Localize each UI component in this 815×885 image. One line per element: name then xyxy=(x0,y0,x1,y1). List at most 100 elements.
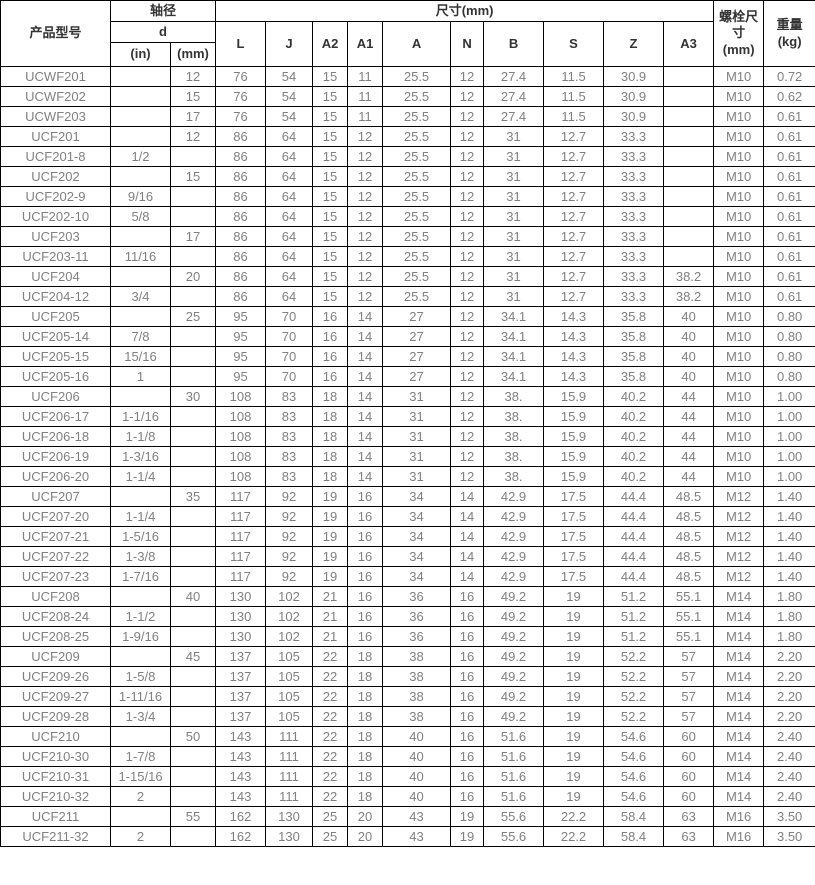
table-row: UCF206-17 1-1/16 108 83 18 14 31 12 38. 15.9 40.2 4… xyxy=(0,406,815,427)
cell-in: 1-11/16 xyxy=(110,686,171,707)
cell-A2: 15 xyxy=(312,86,349,107)
cell-A3: 55.1 xyxy=(663,626,715,647)
cell-model: UCF210-30 xyxy=(0,746,111,767)
cell-A3 xyxy=(663,86,715,107)
table-row: UCF205 25 95 70 16 14 27 12 34.1 14.3 35.8 40 M10 0.8… xyxy=(0,306,815,327)
cell-B: 49.2 xyxy=(483,586,545,607)
cell-mm xyxy=(169,666,217,687)
table-row: UCF211-32 2 162 130 25 20 43 19 55.6 22.2 58.4 63 M1… xyxy=(0,826,815,847)
header-dim-B: B xyxy=(483,21,545,67)
cell-bolt: M12 xyxy=(713,486,765,507)
cell-A2: 15 xyxy=(312,126,349,147)
cell-mm xyxy=(169,346,217,367)
cell-Z: 33.3 xyxy=(603,226,665,247)
cell-A1: 12 xyxy=(347,206,384,227)
cell-A: 36 xyxy=(382,626,452,647)
cell-A: 38 xyxy=(382,686,452,707)
cell-A: 34 xyxy=(382,546,452,567)
cell-weight: 0.61 xyxy=(763,166,815,187)
cell-J: 70 xyxy=(265,366,314,387)
cell-L: 86 xyxy=(215,266,267,287)
header-unit-mm: (mm) xyxy=(169,42,217,67)
cell-A2: 19 xyxy=(312,506,349,527)
cell-L: 108 xyxy=(215,406,267,427)
cell-B: 42.9 xyxy=(483,546,545,567)
cell-B: 51.6 xyxy=(483,786,545,807)
cell-weight: 1.00 xyxy=(763,466,815,487)
cell-A2: 22 xyxy=(312,706,349,727)
cell-J: 105 xyxy=(265,646,314,667)
cell-Z: 44.4 xyxy=(603,526,665,547)
cell-L: 86 xyxy=(215,286,267,307)
cell-mm xyxy=(169,466,217,487)
cell-J: 92 xyxy=(265,486,314,507)
cell-J: 70 xyxy=(265,326,314,347)
cell-in: 2 xyxy=(110,786,171,807)
cell-A3: 57 xyxy=(663,646,715,667)
cell-mm xyxy=(169,546,217,567)
cell-A: 31 xyxy=(382,406,452,427)
cell-model: UCF209-26 xyxy=(0,666,111,687)
cell-mm xyxy=(169,526,217,547)
table-row: UCF210-31 1-15/16 143 111 22 18 40 16 51.6 19 54.6… xyxy=(0,766,815,787)
cell-S: 15.9 xyxy=(543,386,605,407)
cell-A2: 15 xyxy=(312,66,349,87)
cell-in: 9/16 xyxy=(110,186,171,207)
cell-N: 16 xyxy=(450,726,485,747)
cell-bolt: M10 xyxy=(713,426,765,447)
cell-A: 25.5 xyxy=(382,86,452,107)
cell-Z: 35.8 xyxy=(603,326,665,347)
table-row: UCF205-15 15/16 95 70 16 14 27 12 34.1 14.3 35.8 40… xyxy=(0,346,815,367)
cell-S: 14.3 xyxy=(543,326,605,347)
cell-mm xyxy=(169,406,217,427)
cell-A3: 55.1 xyxy=(663,586,715,607)
cell-A2: 15 xyxy=(312,226,349,247)
cell-J: 64 xyxy=(265,266,314,287)
cell-in: 11/16 xyxy=(110,246,171,267)
cell-A3: 60 xyxy=(663,786,715,807)
cell-Z: 58.4 xyxy=(603,806,665,827)
cell-mm: 12 xyxy=(169,66,217,87)
table-row: UCF209-27 1-11/16 137 105 22 18 38 16 49.2 19 52.2… xyxy=(0,686,815,707)
cell-S: 12.7 xyxy=(543,166,605,187)
cell-B: 31 xyxy=(483,166,545,187)
cell-A3: 40 xyxy=(663,306,715,327)
cell-weight: 0.61 xyxy=(763,126,815,147)
cell-L: 130 xyxy=(215,606,267,627)
cell-A2: 18 xyxy=(312,426,349,447)
cell-in xyxy=(110,586,171,607)
cell-L: 95 xyxy=(215,366,267,387)
table-row: UCF206-20 1-1/4 108 83 18 14 31 12 38. 15.9 40.2 44… xyxy=(0,466,815,487)
table-row: UCF207-20 1-1/4 117 92 19 16 34 14 42.9 17.5 44.4 4… xyxy=(0,506,815,527)
cell-L: 143 xyxy=(215,726,267,747)
cell-L: 95 xyxy=(215,306,267,327)
cell-J: 54 xyxy=(265,86,314,107)
cell-B: 31 xyxy=(483,286,545,307)
cell-mm xyxy=(169,206,217,227)
cell-B: 31 xyxy=(483,246,545,267)
cell-L: 117 xyxy=(215,546,267,567)
cell-Z: 40.2 xyxy=(603,386,665,407)
cell-A: 25.5 xyxy=(382,146,452,167)
cell-J: 111 xyxy=(265,726,314,747)
table-row: UCF204-12 3/4 86 64 15 12 25.5 12 31 12.7 33.3 38.2… xyxy=(0,286,815,307)
cell-J: 83 xyxy=(265,426,314,447)
cell-A1: 18 xyxy=(347,766,384,787)
cell-L: 86 xyxy=(215,126,267,147)
cell-A3: 40 xyxy=(663,346,715,367)
cell-A2: 18 xyxy=(312,406,349,427)
cell-bolt: M14 xyxy=(713,746,765,767)
cell-bolt: M12 xyxy=(713,546,765,567)
cell-mm: 50 xyxy=(169,726,217,747)
cell-J: 64 xyxy=(265,166,314,187)
table-row: UCF209-28 1-3/4 137 105 22 18 38 16 49.2 19 52.2 57… xyxy=(0,706,815,727)
cell-A: 31 xyxy=(382,386,452,407)
cell-L: 143 xyxy=(215,786,267,807)
cell-S: 15.9 xyxy=(543,466,605,487)
cell-S: 19 xyxy=(543,746,605,767)
table-row: UCF204 20 86 64 15 12 25.5 12 31 12.7 33.3 38.2 M10 0… xyxy=(0,266,815,287)
cell-B: 31 xyxy=(483,266,545,287)
cell-N: 14 xyxy=(450,486,485,507)
cell-model: UCF208 xyxy=(0,586,111,607)
cell-mm xyxy=(169,506,217,527)
